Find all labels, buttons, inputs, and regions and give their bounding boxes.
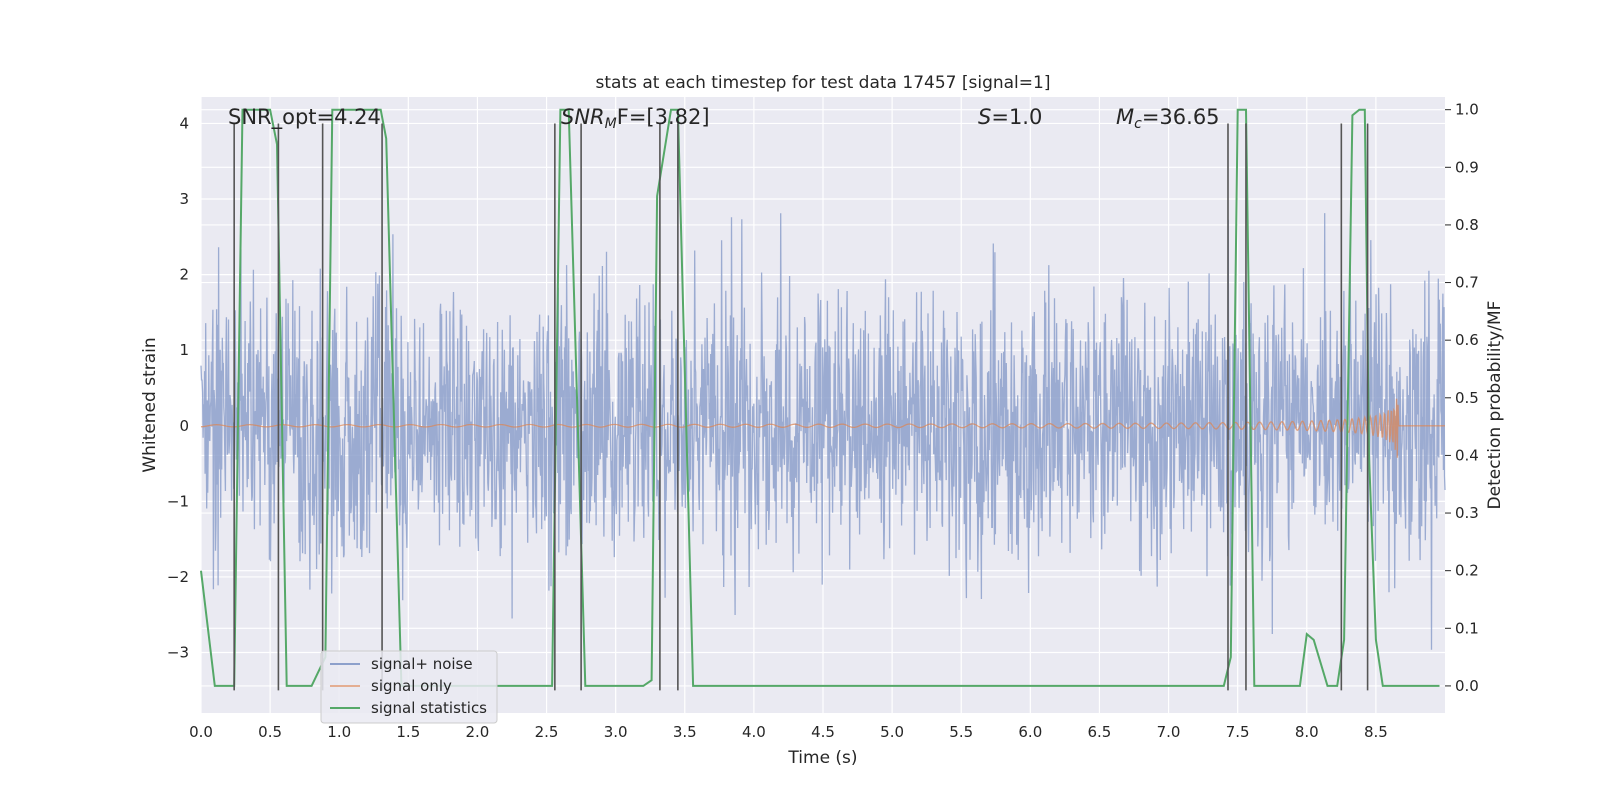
signal-noise-series (200, 213, 1446, 650)
y-tick-label-right: 0.5 (1455, 389, 1479, 407)
x-tick-label: 8.0 (1295, 723, 1319, 741)
x-tick-label: 5.5 (949, 723, 973, 741)
y-tick-label-right: 0.2 (1455, 562, 1479, 580)
y-tick-label-left: 4 (179, 114, 189, 132)
y-tick-label-left: −2 (167, 568, 189, 586)
annotation-snr-mf-sub: M (605, 116, 617, 132)
x-tick-label: 7.5 (1226, 723, 1250, 741)
x-tick-label: 6.0 (1018, 723, 1042, 741)
annotation-snr-mf-suffix: F=[3.82] (617, 105, 710, 129)
x-tick-label: 1.5 (396, 723, 420, 741)
y-tick-label-right: 0.0 (1455, 677, 1479, 695)
y-ticks-left: 4 3 2 1 0 −1 −2 −3 (167, 114, 189, 661)
y-tick-label-left: 1 (179, 341, 189, 359)
x-ticks: 0.0 0.5 1.0 1.5 2.0 2.5 3.0 3.5 4.0 4.5 5.0 5.5 6.0 6… (189, 723, 1388, 741)
y-tick-label-right: 1.0 (1455, 101, 1479, 119)
annotation-s-label: S (978, 105, 991, 129)
x-axis-label: Time (s) (787, 748, 857, 768)
y-ticks-right: 1.0 0.9 0.8 0.7 0.6 0.5 0.4 0.3 0.2 0.1 0.0 (1445, 101, 1479, 695)
y-tick-label-left: 3 (179, 190, 189, 208)
x-tick-label: 8.5 (1364, 723, 1388, 741)
y-tick-label-right: 0.3 (1455, 504, 1479, 522)
x-tick-label: 2.0 (466, 723, 490, 741)
signal-statistics-line (200, 108, 1440, 687)
x-tick-label: 3.5 (673, 723, 697, 741)
y-tick-label-right: 0.8 (1455, 216, 1479, 234)
annotation-snr-mf: SNRMF=[3.82] (561, 105, 710, 132)
legend: signal+ noise signal only signal statist… (320, 650, 498, 724)
signal-noise-line (200, 213, 1446, 650)
chart-title: stats at each timestep for test data 174… (596, 73, 1051, 93)
x-tick-label: 7.0 (1157, 723, 1181, 741)
annotation-mc-value: =36.65 (1142, 105, 1220, 129)
x-tick-label: 2.5 (535, 723, 559, 741)
y-tick-label-left: −1 (167, 492, 189, 510)
annotation-snr-mf-prefix: SNR (561, 105, 605, 129)
signal-statistics-series (200, 108, 1440, 687)
y-tick-label-right: 0.6 (1455, 331, 1479, 349)
y-tick-label-right: 0.9 (1455, 158, 1479, 176)
x-tick-label: 1.0 (327, 723, 351, 741)
annotation-s: S=1.0 (978, 105, 1042, 129)
legend-entry-statistics: signal statistics (371, 699, 487, 717)
y-tick-label-right: 0.7 (1455, 274, 1479, 292)
annotation-mc-sub: c (1134, 116, 1142, 132)
legend-box (320, 650, 498, 724)
annotation-snr-opt: SNR_opt=4.24 (228, 105, 381, 130)
signal-only-line (200, 398, 1445, 458)
annotation-mc: Mc=36.65 (1116, 105, 1220, 132)
y-tick-label-left: 0 (179, 417, 189, 435)
x-tick-label: 4.5 (811, 723, 835, 741)
x-tick-label: 5.0 (880, 723, 904, 741)
detection-vlines (233, 123, 1369, 691)
x-tick-label: 0.5 (258, 723, 282, 741)
x-tick-label: 4.0 (742, 723, 766, 741)
x-tick-label: 0.0 (189, 723, 213, 741)
y-axis-label-left: Whitened strain (140, 337, 160, 472)
x-tick-label: 3.0 (604, 723, 628, 741)
y-tick-label-right: 0.4 (1455, 446, 1479, 464)
legend-entry-noise: signal+ noise (371, 655, 473, 673)
legend-entry-signal: signal only (371, 677, 452, 695)
signal-only-series (200, 398, 1445, 458)
y-axis-label-right: Detection probability/MF (1485, 301, 1505, 510)
y-tick-label-right: 0.1 (1455, 619, 1479, 637)
x-tick-label: 6.5 (1088, 723, 1112, 741)
y-tick-label-left: −3 (167, 644, 189, 662)
annotation-mc-label: M (1116, 105, 1134, 129)
annotation-s-value: =1.0 (991, 105, 1042, 129)
y-tick-label-left: 2 (179, 266, 189, 284)
